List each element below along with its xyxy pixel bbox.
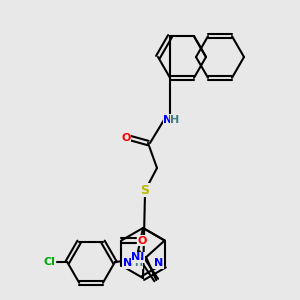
Text: H: H [134, 259, 142, 269]
Text: N: N [154, 259, 163, 269]
Text: N: N [131, 253, 140, 262]
Text: Cl: Cl [44, 257, 55, 267]
Text: N: N [135, 252, 145, 262]
Text: O: O [121, 133, 131, 143]
Text: O: O [138, 236, 147, 245]
Text: H: H [170, 115, 180, 125]
Text: N: N [164, 115, 172, 125]
Text: S: S [140, 184, 149, 196]
Text: N: N [123, 259, 132, 269]
